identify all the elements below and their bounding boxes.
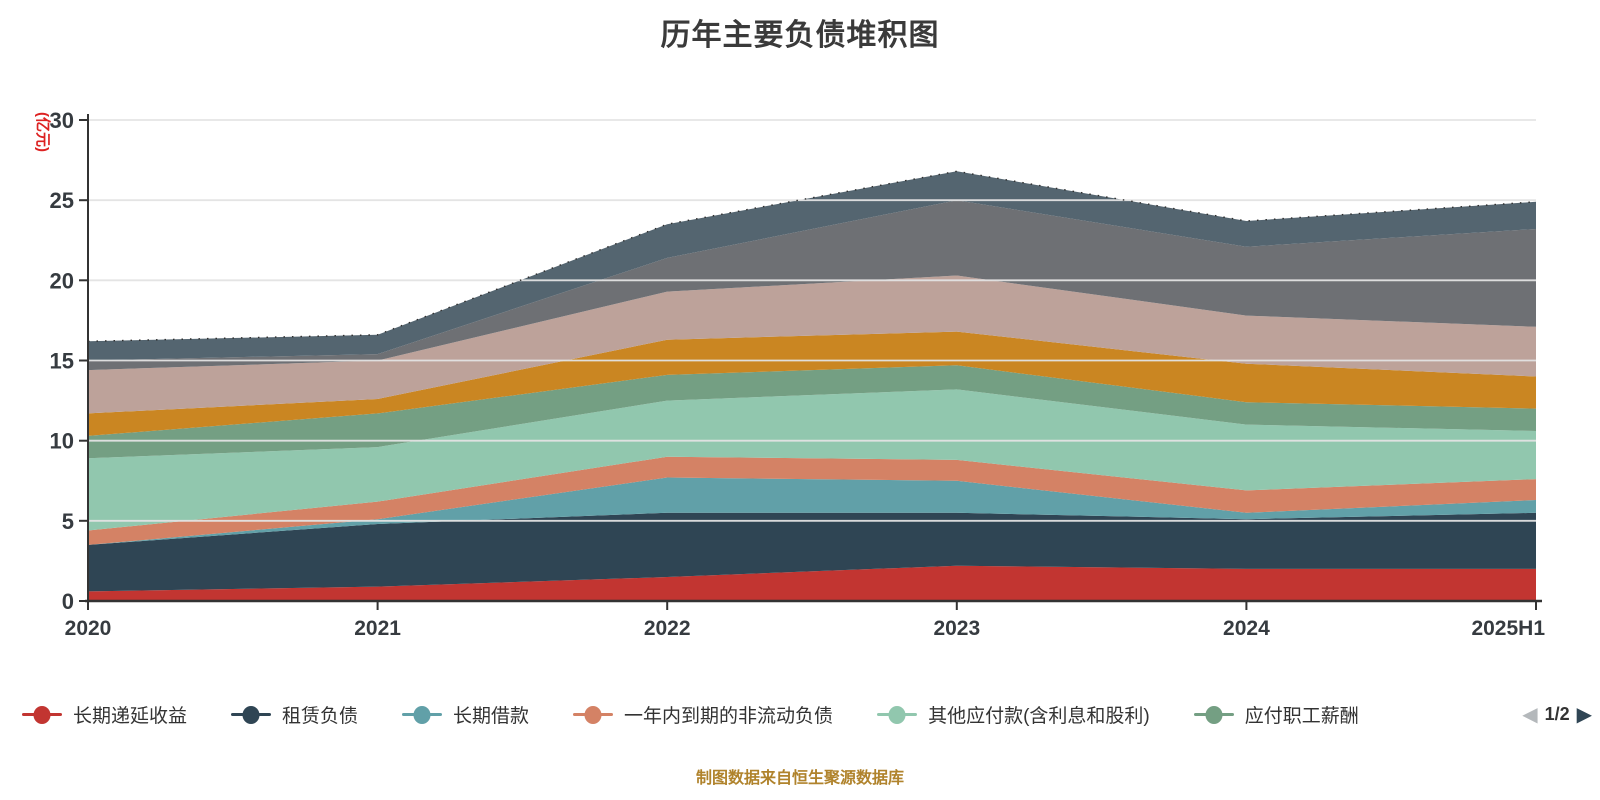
legend-bar: 长期递延收益 租赁负债 长期借款 一年内到期的非流动负债 其他应付款(含利息和股利) 应付… bbox=[22, 701, 1592, 728]
legend-page-indicator: 1/2 bbox=[1544, 704, 1570, 724]
legend-item-3[interactable]: 长期借款 bbox=[402, 701, 529, 728]
legend-label: 长期借款 bbox=[453, 706, 530, 727]
y-tick-label-20: 20 bbox=[50, 268, 74, 293]
area-series-3-长期借款[interactable] bbox=[88, 477, 1536, 545]
legend-prev-page-icon[interactable]: ◀ bbox=[1522, 704, 1538, 726]
legend-label: 一年内到期的非流动负债 bbox=[624, 706, 834, 727]
area-series-1-长期递延收益[interactable] bbox=[88, 565, 1536, 601]
legend-item-5[interactable]: 其他应付款(含利息和股利) bbox=[877, 701, 1150, 728]
legend-label: 长期递延收益 bbox=[73, 706, 188, 727]
area-series-5-其他应付款(含利息和股利)[interactable] bbox=[88, 389, 1536, 531]
area-series-2-租赁负债[interactable] bbox=[88, 512, 1536, 592]
legend-line-circle-icon bbox=[573, 704, 614, 726]
area-series-10[interactable] bbox=[88, 171, 1536, 361]
area-series-6-应付职工薪酬[interactable] bbox=[88, 365, 1536, 459]
data-source-note: 制图数据来自恒生聚源数据库 bbox=[695, 770, 904, 787]
x-tick-label-2021: 2021 bbox=[354, 617, 401, 640]
y-tick-label-15: 15 bbox=[50, 349, 74, 374]
y-axis-unit-label: (亿元) bbox=[34, 112, 52, 152]
legend-line-circle-icon bbox=[231, 704, 272, 726]
y-tick-label-30: 30 bbox=[50, 108, 74, 133]
x-tick-label-2025H1: 2025H1 bbox=[1471, 617, 1545, 640]
area-series-4-一年内到期的非流动负债[interactable] bbox=[88, 456, 1536, 545]
x-tick-label-2022: 2022 bbox=[644, 617, 691, 640]
legend-line-circle-icon bbox=[402, 704, 443, 726]
y-tick-label-25: 25 bbox=[50, 188, 74, 213]
area-series-7[interactable] bbox=[88, 331, 1536, 436]
legend-label: 应付职工薪酬 bbox=[1244, 706, 1359, 727]
legend-next-page-icon[interactable]: ▶ bbox=[1576, 704, 1592, 726]
legend-item-6[interactable]: 应付职工薪酬 bbox=[1193, 701, 1359, 728]
chart-title: 历年主要负债堆积图 bbox=[660, 19, 940, 52]
legend-line-circle-icon bbox=[1193, 704, 1234, 726]
x-tick-label-2023: 2023 bbox=[933, 617, 980, 640]
legend-line-circle-icon bbox=[22, 704, 62, 726]
legend-item-2[interactable]: 租赁负债 bbox=[231, 701, 358, 728]
x-tick-label-2020: 2020 bbox=[65, 617, 112, 640]
legend-item-4[interactable]: 一年内到期的非流动负债 bbox=[573, 701, 833, 728]
y-tick-label-10: 10 bbox=[50, 429, 74, 454]
legend-label: 其他应付款(含利息和股利) bbox=[928, 706, 1150, 727]
legend-label: 租赁负债 bbox=[282, 706, 359, 727]
legend-line-circle-icon bbox=[877, 704, 918, 726]
y-tick-label-0: 0 bbox=[62, 589, 74, 614]
legend-item-1[interactable]: 长期递延收益 bbox=[22, 701, 187, 728]
x-tick-label-2024: 2024 bbox=[1223, 617, 1270, 640]
area-series-8[interactable] bbox=[88, 275, 1536, 414]
y-tick-label-5: 5 bbox=[62, 509, 74, 534]
area-series-9[interactable] bbox=[88, 200, 1536, 371]
legend-pagination: ◀ 1/2 ▶ bbox=[1522, 702, 1592, 727]
